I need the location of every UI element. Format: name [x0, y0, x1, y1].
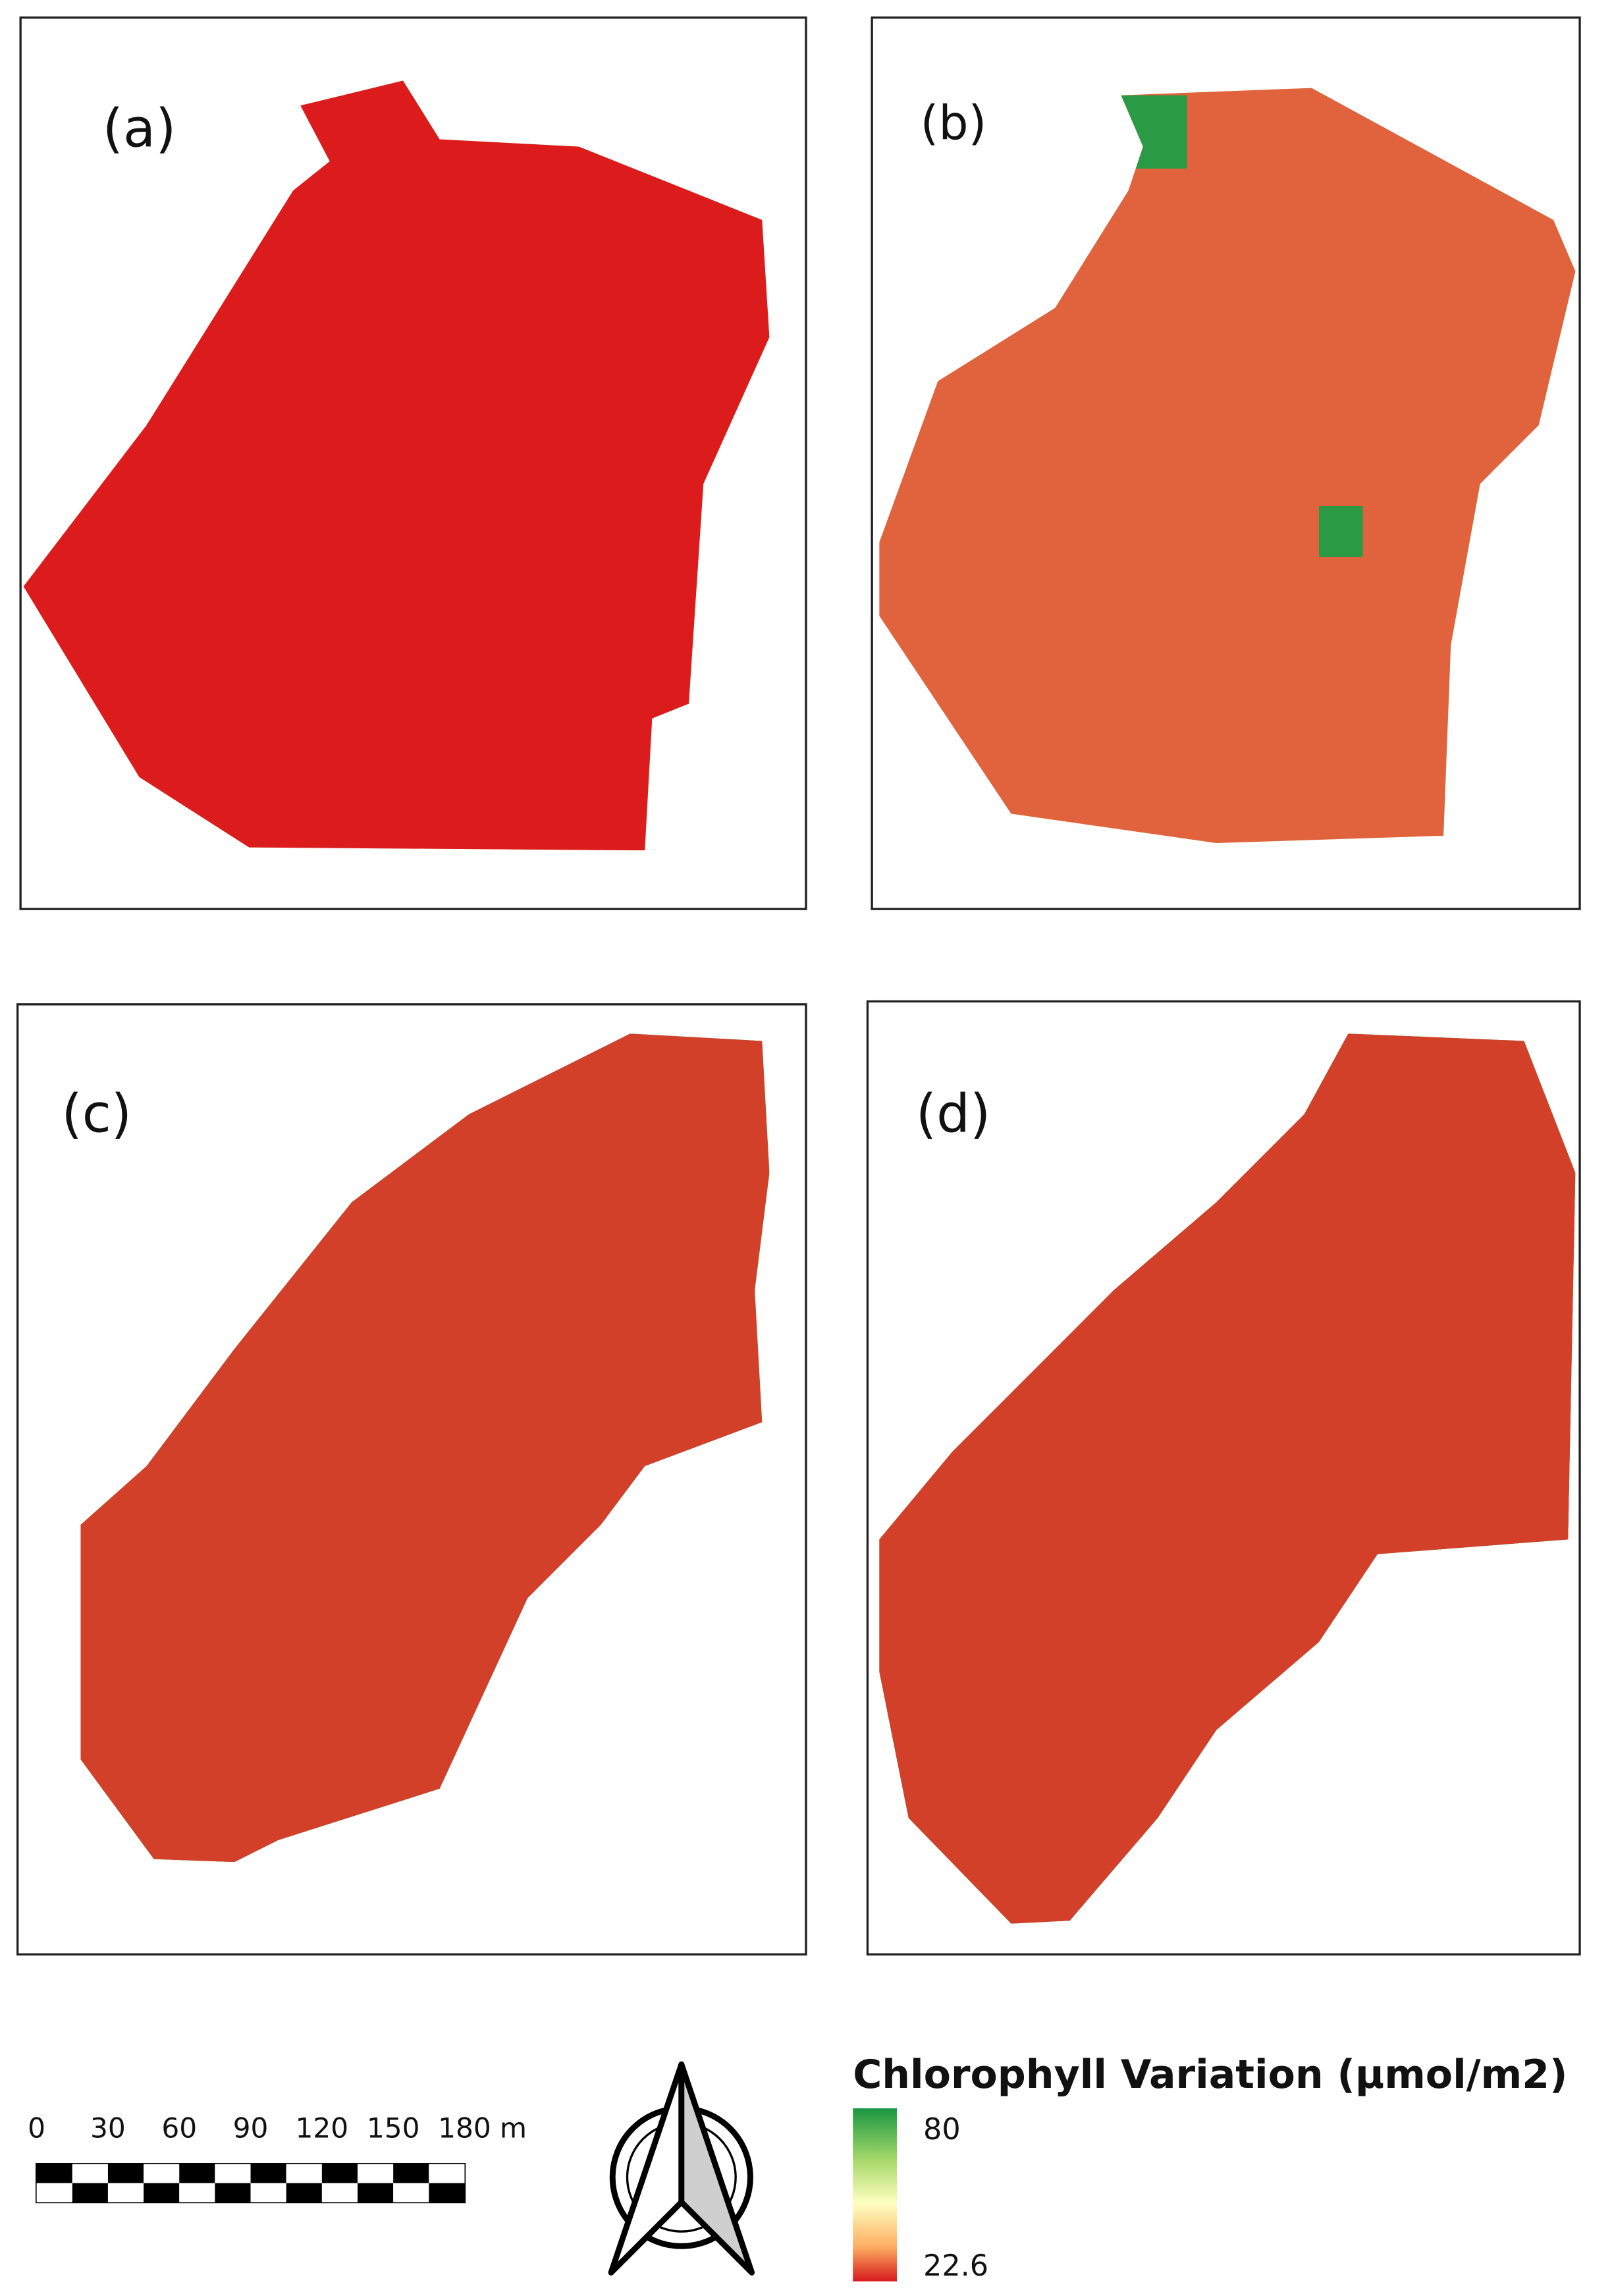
- scale-segment: [250, 2164, 286, 2183]
- panel-label: (b): [921, 96, 987, 150]
- map-raster: [879, 88, 1576, 843]
- legend-colorbar: [853, 2108, 897, 2282]
- scale-segment: [215, 2164, 251, 2183]
- scale-segment: [321, 2164, 358, 2183]
- scale-tick-label: 120: [296, 2112, 349, 2145]
- scale-segment: [144, 2183, 180, 2202]
- scale-segment: [36, 2164, 72, 2183]
- scale-segment: [358, 2183, 394, 2202]
- scale-unit: m: [500, 2112, 527, 2145]
- scale-segment: [286, 2183, 322, 2202]
- scale-segment: [36, 2183, 72, 2202]
- scale-segment: [107, 2164, 144, 2183]
- scale-segment: [179, 2164, 215, 2183]
- scale-tick-label: 90: [233, 2112, 269, 2145]
- scale-segment: [72, 2164, 108, 2183]
- scale-segment: [72, 2183, 108, 2202]
- legend-title: Chlorophyll Variation (µmol/m2): [853, 2052, 1567, 2098]
- scale-segment: [179, 2183, 215, 2202]
- panel-label: (a): [103, 98, 176, 159]
- scale-segment: [393, 2164, 429, 2183]
- scale-tick-label: 180: [438, 2112, 491, 2145]
- panel-label: (c): [61, 1083, 132, 1145]
- scale-tick-label: 60: [161, 2112, 197, 2145]
- scale-segment: [321, 2183, 358, 2202]
- scale-segment: [144, 2164, 180, 2183]
- scale-segment: [250, 2183, 286, 2202]
- panel-label: (d): [916, 1083, 990, 1145]
- scale-segment: [429, 2183, 465, 2202]
- scale-tick-label: 0: [28, 2112, 45, 2145]
- scale-tick-label: 150: [367, 2112, 420, 2145]
- north-arrow: [608, 2061, 755, 2276]
- scale-segment: [393, 2183, 429, 2202]
- scale-bar: [35, 2162, 466, 2204]
- scale-segment: [286, 2164, 322, 2183]
- scale-tick-label: 30: [90, 2112, 126, 2145]
- legend-max: 80: [923, 2113, 961, 2146]
- scale-segment: [358, 2164, 394, 2183]
- scale-segment: [215, 2183, 251, 2202]
- legend-min: 22.6: [923, 2249, 988, 2283]
- scale-segment: [107, 2183, 144, 2202]
- scale-segment: [429, 2164, 465, 2183]
